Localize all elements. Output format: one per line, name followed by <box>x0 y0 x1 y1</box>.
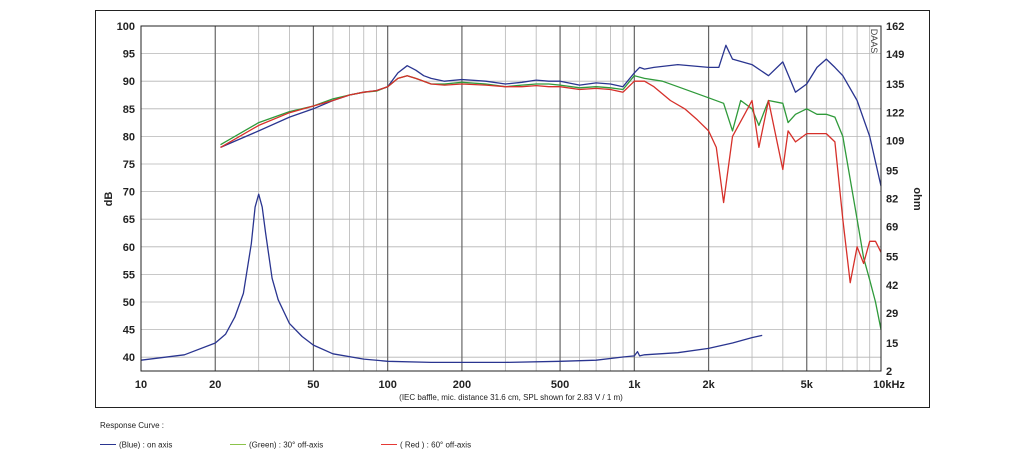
x-tick-label: 2k <box>702 379 715 391</box>
y-tick-label-left: 100 <box>117 21 135 33</box>
tick-labels: 10 20 50 100 200 500 1k 2k 5k 10kHz 40 45 50 55 60 65 70… <box>117 21 906 391</box>
y-tick-label-right: 82 <box>886 194 898 206</box>
series-line-2 <box>220 75 882 284</box>
y-tick-label-left: 95 <box>123 49 135 61</box>
curves <box>140 44 882 364</box>
legend-item-green: (Green) : 30° off-axis <box>230 440 323 449</box>
y-tick-label-left: 60 <box>123 242 135 254</box>
y-tick-label-right: 2 <box>886 366 892 378</box>
y-tick-label-right: 95 <box>886 165 898 177</box>
legend-item-red: ( Red ) : 60° off-axis <box>381 440 471 449</box>
y-axis-label-left: dB <box>103 192 115 207</box>
y-tick-label-left: 75 <box>123 159 135 171</box>
y-tick-label-right: 55 <box>886 252 898 264</box>
y-tick-label-right: 42 <box>886 280 898 292</box>
frequency-response-chart: 10 20 50 100 200 500 1k 2k 5k 10kHz 40 45 50 55 60 65 70… <box>103 21 923 402</box>
x-tick-label: 10 <box>135 379 147 391</box>
grid-major <box>214 26 808 371</box>
y-axis-label-right: ohm <box>911 187 923 210</box>
y-tick-label-left: 55 <box>123 269 135 281</box>
y-tick-label-right: 15 <box>886 338 898 350</box>
x-tick-label: 20 <box>209 379 221 391</box>
y-tick-label-right: 149 <box>886 49 904 61</box>
legend-label-red: ( Red ) : 60° off-axis <box>400 440 472 450</box>
y-tick-label-left: 50 <box>123 297 135 309</box>
legend-swatch-red <box>381 444 397 446</box>
x-tick-label: 100 <box>378 379 396 391</box>
x-tick-label: 200 <box>453 379 471 391</box>
y-tick-label-right: 122 <box>886 107 904 119</box>
series-line-1 <box>220 75 882 330</box>
grid-minor <box>141 26 881 371</box>
legend-label-blue: (Blue) : on axis <box>119 440 173 450</box>
legend-title: Response Curve : <box>100 421 165 430</box>
y-tick-label-right: 135 <box>886 79 904 91</box>
x-tick-label: 50 <box>307 379 319 391</box>
chart-caption: (IEC baffle, mic. distance 31.6 cm, SPL … <box>399 393 623 402</box>
y-tick-label-left: 40 <box>123 352 135 364</box>
watermark-logo: DAAS <box>869 29 879 54</box>
y-tick-label-left: 80 <box>123 131 135 143</box>
plot-frame: 10 20 50 100 200 500 1k 2k 5k 10kHz 40 45 50 55 60 65 70… <box>95 10 930 408</box>
x-tick-label: 5k <box>801 379 814 391</box>
y-tick-label-right: 69 <box>886 222 898 234</box>
y-tick-label-left: 90 <box>123 76 135 88</box>
y-tick-label-right: 29 <box>886 308 898 320</box>
y-tick-label-left: 70 <box>123 187 135 199</box>
y-tick-label-left: 45 <box>123 325 135 337</box>
legend-item-blue: (Blue) : on axis <box>100 440 172 449</box>
legend-swatch-green <box>230 444 246 446</box>
x-tick-label: 1k <box>628 379 641 391</box>
y-tick-label-right: 162 <box>886 21 904 33</box>
x-tick-label: 500 <box>551 379 569 391</box>
series-line-3 <box>140 193 763 364</box>
legend-swatch-blue <box>100 444 116 446</box>
y-tick-label-right: 109 <box>886 135 904 147</box>
legend-label-green: (Green) : 30° off-axis <box>249 440 324 450</box>
x-tick-label: 10kHz <box>873 379 905 391</box>
plot-border <box>140 25 882 372</box>
y-tick-label-left: 85 <box>123 104 135 116</box>
y-tick-label-left: 65 <box>123 214 135 226</box>
